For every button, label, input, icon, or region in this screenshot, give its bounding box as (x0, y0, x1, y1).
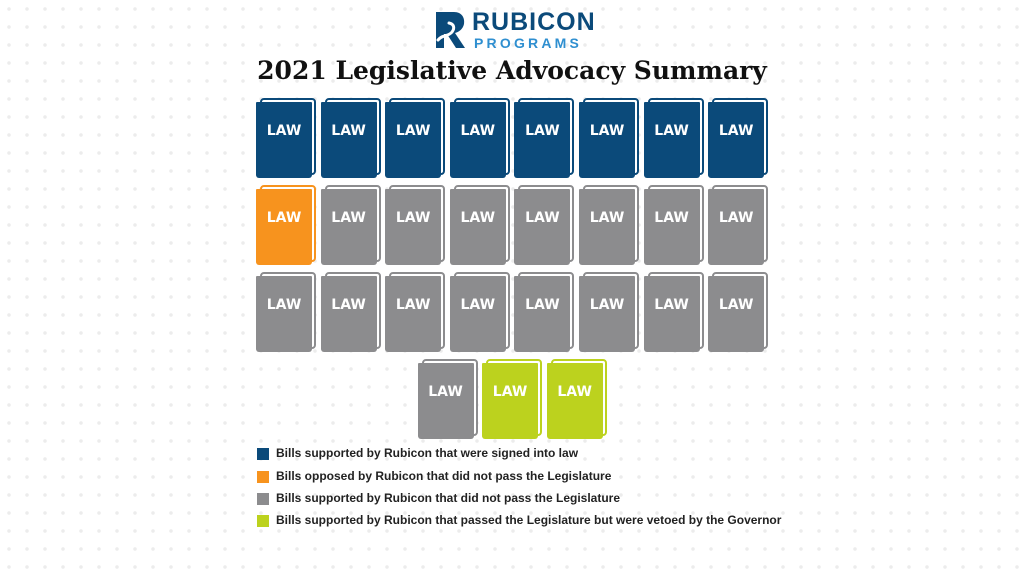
rubicon-logo: RUBICON PROGRAMS (434, 8, 604, 52)
law-book-failed: LAW (320, 272, 381, 352)
law-book-failed: LAW (514, 185, 575, 265)
legend-swatch (257, 493, 269, 505)
law-book-signed: LAW (579, 98, 639, 178)
law-label: LAW (654, 297, 689, 313)
legend-swatch (257, 471, 269, 483)
logo-subwordmark: PROGRAMS (474, 35, 583, 51)
law-book-signed: LAW (385, 98, 446, 178)
law-book-signed: LAW (514, 98, 575, 178)
law-label: LAW (331, 210, 366, 226)
legend-label: Bills opposed by Rubicon that did not pa… (276, 469, 612, 483)
law-book-failed: LAW (449, 185, 510, 265)
law-book-signed: LAW (449, 98, 510, 178)
law-label: LAW (525, 123, 560, 139)
law-label: LAW (718, 210, 754, 226)
legend-label: Bills supported by Rubicon that were sig… (276, 446, 579, 460)
law-label: LAW (557, 384, 592, 400)
law-book-vetoed: LAW (546, 359, 607, 439)
law-book-failed: LAW (385, 185, 446, 265)
law-label: LAW (460, 123, 496, 139)
law-label: LAW (589, 297, 625, 313)
law-book-failed: LAW (708, 185, 769, 265)
law-book-opposed: LAW (256, 185, 316, 265)
law-book-vetoed: LAW (482, 359, 543, 439)
book-grid: LAW LAW LAW LAW LAW LAW LAW LAW LAW LAW LAW LAW LAW L… (256, 98, 769, 439)
law-label: LAW (589, 123, 625, 139)
law-label: LAW (266, 210, 302, 226)
legend-swatch (257, 515, 269, 527)
law-book-failed: LAW (579, 272, 639, 352)
law-label: LAW (718, 297, 754, 313)
law-book-failed: LAW (385, 272, 446, 352)
law-label: LAW (395, 210, 431, 226)
law-book-signed: LAW (708, 98, 769, 178)
law-label: LAW (266, 123, 302, 139)
law-book-failed: LAW (320, 185, 381, 265)
law-label: LAW (395, 123, 431, 139)
law-book-failed: LAW (417, 359, 478, 439)
law-book-failed: LAW (256, 272, 316, 352)
law-label: LAW (525, 297, 560, 313)
legend-swatch (257, 448, 269, 460)
logo-wordmark: RUBICON (472, 8, 596, 36)
law-book-failed: LAW (643, 272, 704, 352)
law-book-failed: LAW (514, 272, 575, 352)
law-label: LAW (654, 210, 689, 226)
law-label: LAW (395, 297, 431, 313)
legend-label: Bills supported by Rubicon that passed t… (276, 513, 782, 527)
law-book-failed: LAW (708, 272, 769, 352)
law-book-failed: LAW (449, 272, 510, 352)
legend-label: Bills supported by Rubicon that did not … (276, 491, 621, 505)
law-label: LAW (331, 297, 366, 313)
page-title: 2021 Legislative Advocacy Summary (257, 56, 767, 85)
law-book-failed: LAW (579, 185, 639, 265)
law-label: LAW (266, 297, 302, 313)
law-label: LAW (428, 384, 463, 400)
law-label: LAW (525, 210, 560, 226)
law-label: LAW (460, 210, 496, 226)
law-book-signed: LAW (643, 98, 704, 178)
law-book-failed: LAW (643, 185, 704, 265)
law-book-signed: LAW (320, 98, 381, 178)
law-label: LAW (460, 297, 496, 313)
law-label: LAW (492, 384, 528, 400)
rubicon-r-mark-icon (436, 12, 465, 48)
law-label: LAW (331, 123, 366, 139)
law-label: LAW (718, 123, 754, 139)
law-label: LAW (589, 210, 625, 226)
law-book-signed: LAW (256, 98, 316, 178)
law-label: LAW (654, 123, 689, 139)
